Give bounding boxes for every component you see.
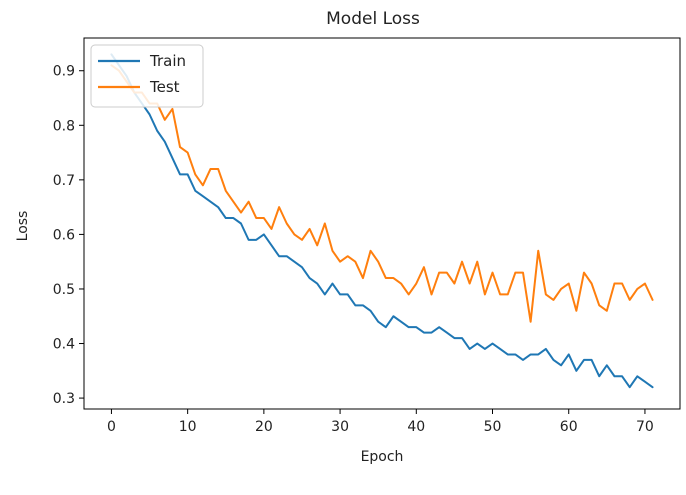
- x-axis-ticks: 0 10 20 30 40 50 60 70: [107, 409, 654, 435]
- y-axis-ticks: 0.3 0.4 0.5 0.6 0.7 0.8 0.9: [53, 64, 84, 407]
- y-axis-label: Loss: [15, 211, 31, 242]
- x-axis-label: Epoch: [361, 449, 404, 465]
- x-tick-label: 20: [255, 419, 273, 435]
- y-tick-label: 0.5: [53, 282, 75, 298]
- x-tick-label: 30: [331, 419, 349, 435]
- legend-label-train: Train: [149, 52, 186, 70]
- legend-items: Train Test: [98, 52, 186, 96]
- x-tick-label: 60: [560, 419, 578, 435]
- legend-box: [90, 44, 204, 108]
- y-tick-label: 0.7: [53, 173, 75, 189]
- legend: Train Test: [90, 44, 204, 108]
- series-line-train: [110, 53, 654, 389]
- x-tick-label: 40: [407, 419, 425, 435]
- x-tick-label: 0: [107, 419, 116, 435]
- x-tick-label: 10: [179, 419, 197, 435]
- x-tick-label: 70: [636, 419, 654, 435]
- series-layer: [110, 53, 654, 389]
- y-tick-label: 0.4: [53, 337, 75, 353]
- y-tick-label: 0.3: [53, 391, 75, 407]
- chart-title: Model Loss: [326, 9, 420, 29]
- y-tick-label: 0.9: [53, 64, 75, 80]
- legend-label-test: Test: [149, 78, 180, 96]
- y-tick-label: 0.6: [53, 227, 75, 243]
- x-tick-label: 50: [484, 419, 502, 435]
- series-line-test: [110, 64, 654, 323]
- y-tick-label: 0.8: [53, 118, 75, 134]
